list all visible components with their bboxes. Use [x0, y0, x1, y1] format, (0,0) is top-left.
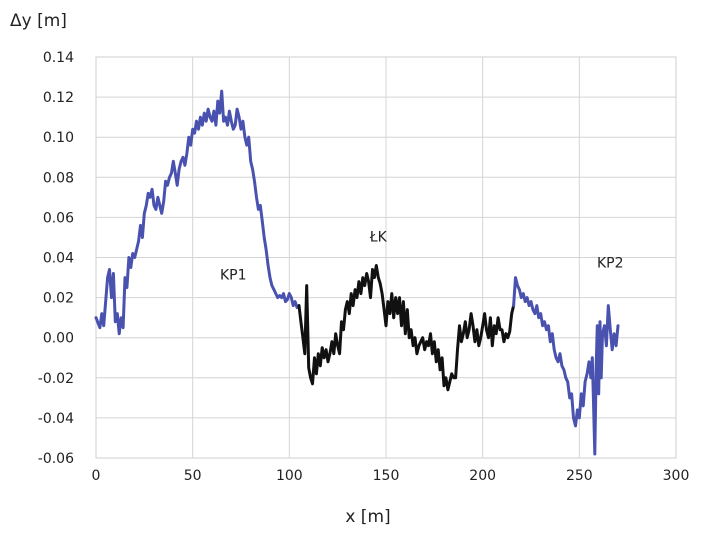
x-axis-label: x [m]	[345, 507, 390, 527]
x-tick-label: 300	[663, 468, 690, 484]
y-tick-label: 0.06	[43, 210, 74, 226]
y-tick-label: 0.08	[43, 170, 74, 186]
annotation-label: KP2	[597, 256, 624, 272]
series-line-kp1	[94, 89, 301, 336]
y-tick-label: 0.10	[43, 130, 74, 146]
y-axis-label: Δy [m]	[10, 11, 67, 31]
y-tick-label: 0.14	[43, 50, 74, 66]
series-line-kp2	[512, 276, 620, 456]
tick-labels: 0 50 100 150 200 250 300 -0.06 -0.04 -0.02 0.00 0.0…	[38, 50, 690, 484]
x-tick-label: 0	[92, 468, 101, 484]
series	[94, 89, 620, 456]
y-tick-label: 0.04	[43, 251, 74, 267]
x-tick-label: 150	[373, 468, 400, 484]
x-tick-label: 50	[184, 468, 202, 484]
y-tick-label: -0.04	[38, 411, 74, 427]
annotations: KP1 ŁK KP2	[220, 229, 624, 283]
annotation-label: KP1	[220, 268, 247, 284]
series-line-lk	[297, 264, 516, 392]
y-tick-label: 0.00	[43, 331, 74, 347]
x-tick-label: 200	[469, 468, 496, 484]
x-tick-label: 100	[276, 468, 303, 484]
y-tick-label: -0.02	[38, 371, 74, 387]
annotation-label: ŁK	[369, 229, 388, 245]
y-tick-label: 0.12	[43, 90, 74, 106]
y-tick-label: 0.02	[43, 291, 74, 307]
x-tick-label: 250	[566, 468, 593, 484]
y-tick-label: -0.06	[38, 451, 74, 467]
